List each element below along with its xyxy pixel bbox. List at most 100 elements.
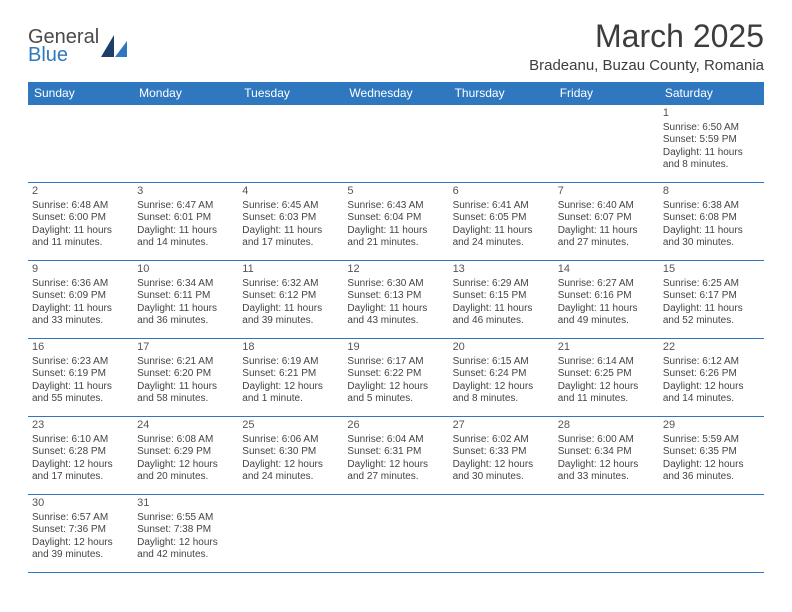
daylight-text-2: and 5 minutes. [347,393,444,406]
sunrise-text: Sunrise: 6:06 AM [242,434,339,447]
calendar-cell: 9Sunrise: 6:36 AMSunset: 6:09 PMDaylight… [28,261,133,339]
sunset-text: Sunset: 6:11 PM [137,290,234,303]
sunset-text: Sunset: 6:16 PM [558,290,655,303]
day-number: 22 [663,341,760,355]
day-number: 23 [32,419,129,433]
daylight-text-2: and 14 minutes. [663,393,760,406]
location-text: Bradeanu, Buzau County, Romania [529,57,764,74]
daylight-text-2: and 43 minutes. [347,315,444,328]
calendar-cell: 18Sunrise: 6:19 AMSunset: 6:21 PMDayligh… [238,339,343,417]
sunset-text: Sunset: 6:33 PM [453,446,550,459]
sunset-text: Sunset: 6:03 PM [242,212,339,225]
calendar-cell: 12Sunrise: 6:30 AMSunset: 6:13 PMDayligh… [343,261,448,339]
sunrise-text: Sunrise: 6:43 AM [347,200,444,213]
sunset-text: Sunset: 6:26 PM [663,368,760,381]
daylight-text: Daylight: 12 hours [558,381,655,394]
calendar-cell: 10Sunrise: 6:34 AMSunset: 6:11 PMDayligh… [133,261,238,339]
daylight-text: Daylight: 12 hours [32,537,129,550]
calendar-cell: 3Sunrise: 6:47 AMSunset: 6:01 PMDaylight… [133,183,238,261]
day-header: Tuesday [238,82,343,105]
daylight-text-2: and 17 minutes. [242,237,339,250]
daylight-text-2: and 33 minutes. [32,315,129,328]
daylight-text: Daylight: 11 hours [347,225,444,238]
daylight-text-2: and 30 minutes. [453,471,550,484]
day-number: 21 [558,341,655,355]
day-number: 12 [347,263,444,277]
calendar-cell: 15Sunrise: 6:25 AMSunset: 6:17 PMDayligh… [659,261,764,339]
day-number: 17 [137,341,234,355]
calendar-row: 16Sunrise: 6:23 AMSunset: 6:19 PMDayligh… [28,339,764,417]
daylight-text-2: and 42 minutes. [137,549,234,562]
logo-part2: Blue [28,44,68,66]
calendar-cell: 8Sunrise: 6:38 AMSunset: 6:08 PMDaylight… [659,183,764,261]
daylight-text: Daylight: 12 hours [137,537,234,550]
sunset-text: Sunset: 6:28 PM [32,446,129,459]
calendar-cell: 7Sunrise: 6:40 AMSunset: 6:07 PMDaylight… [554,183,659,261]
daylight-text: Daylight: 12 hours [242,381,339,394]
calendar-row: 30Sunrise: 6:57 AMSunset: 7:36 PMDayligh… [28,495,764,573]
sunset-text: Sunset: 6:34 PM [558,446,655,459]
sunrise-text: Sunrise: 5:59 AM [663,434,760,447]
daylight-text: Daylight: 12 hours [558,459,655,472]
sunset-text: Sunset: 6:22 PM [347,368,444,381]
calendar-cell: 19Sunrise: 6:17 AMSunset: 6:22 PMDayligh… [343,339,448,417]
calendar-cell: 21Sunrise: 6:14 AMSunset: 6:25 PMDayligh… [554,339,659,417]
logo: General Blue [28,18,127,64]
daylight-text: Daylight: 11 hours [137,381,234,394]
sunset-text: Sunset: 6:09 PM [32,290,129,303]
calendar-cell: 16Sunrise: 6:23 AMSunset: 6:19 PMDayligh… [28,339,133,417]
daylight-text-2: and 33 minutes. [558,471,655,484]
sunset-text: Sunset: 6:08 PM [663,212,760,225]
month-title: March 2025 [529,18,764,55]
calendar-row: 23Sunrise: 6:10 AMSunset: 6:28 PMDayligh… [28,417,764,495]
calendar-table: Sunday Monday Tuesday Wednesday Thursday… [28,82,764,573]
sunset-text: Sunset: 6:35 PM [663,446,760,459]
sunrise-text: Sunrise: 6:23 AM [32,356,129,369]
sunset-text: Sunset: 6:20 PM [137,368,234,381]
sail-icon [101,35,127,57]
sunrise-text: Sunrise: 6:30 AM [347,278,444,291]
sunrise-text: Sunrise: 6:29 AM [453,278,550,291]
daylight-text: Daylight: 11 hours [242,225,339,238]
calendar-cell: 26Sunrise: 6:04 AMSunset: 6:31 PMDayligh… [343,417,448,495]
sunset-text: Sunset: 6:21 PM [242,368,339,381]
daylight-text: Daylight: 11 hours [558,225,655,238]
sunrise-text: Sunrise: 6:47 AM [137,200,234,213]
calendar-cell: 17Sunrise: 6:21 AMSunset: 6:20 PMDayligh… [133,339,238,417]
daylight-text-2: and 27 minutes. [347,471,444,484]
daylight-text: Daylight: 12 hours [663,381,760,394]
daylight-text-2: and 27 minutes. [558,237,655,250]
daylight-text-2: and 39 minutes. [32,549,129,562]
calendar-cell [554,495,659,573]
sunset-text: Sunset: 6:07 PM [558,212,655,225]
calendar-cell: 25Sunrise: 6:06 AMSunset: 6:30 PMDayligh… [238,417,343,495]
calendar-cell: 22Sunrise: 6:12 AMSunset: 6:26 PMDayligh… [659,339,764,417]
daylight-text-2: and 17 minutes. [32,471,129,484]
daylight-text: Daylight: 11 hours [663,303,760,316]
sunset-text: Sunset: 6:17 PM [663,290,760,303]
sunrise-text: Sunrise: 6:48 AM [32,200,129,213]
calendar-row: 9Sunrise: 6:36 AMSunset: 6:09 PMDaylight… [28,261,764,339]
day-number: 14 [558,263,655,277]
day-number: 11 [242,263,339,277]
sunrise-text: Sunrise: 6:21 AM [137,356,234,369]
day-number: 26 [347,419,444,433]
sunset-text: Sunset: 6:29 PM [137,446,234,459]
calendar-cell: 20Sunrise: 6:15 AMSunset: 6:24 PMDayligh… [449,339,554,417]
calendar-cell [133,105,238,183]
sunset-text: Sunset: 5:59 PM [663,134,760,147]
sunset-text: Sunset: 6:13 PM [347,290,444,303]
header: General Blue March 2025 Bradeanu, Buzau … [28,18,764,74]
day-number: 24 [137,419,234,433]
calendar-body: 1Sunrise: 6:50 AMSunset: 5:59 PMDaylight… [28,105,764,573]
calendar-cell: 2Sunrise: 6:48 AMSunset: 6:00 PMDaylight… [28,183,133,261]
day-number: 29 [663,419,760,433]
daylight-text: Daylight: 11 hours [32,381,129,394]
day-number: 16 [32,341,129,355]
sunrise-text: Sunrise: 6:55 AM [137,512,234,525]
sunrise-text: Sunrise: 6:15 AM [453,356,550,369]
page: General Blue March 2025 Bradeanu, Buzau … [0,0,792,573]
daylight-text-2: and 24 minutes. [453,237,550,250]
sunrise-text: Sunrise: 6:45 AM [242,200,339,213]
daylight-text-2: and 36 minutes. [137,315,234,328]
